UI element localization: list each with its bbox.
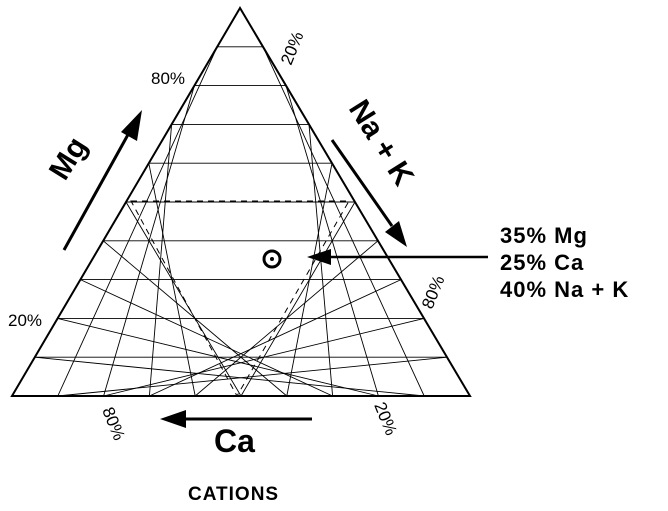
composition-mg: 35% Mg <box>500 223 588 248</box>
na-k-axis-label: Na + K <box>342 94 420 192</box>
sample-pointer-arrow <box>307 249 488 265</box>
triangle-outline <box>10 6 472 397</box>
triangle-grid <box>34 46 448 397</box>
circle-dot-icon <box>262 249 282 269</box>
mg-tick-20: 20% <box>8 311 42 330</box>
mg-axis-label: Mg <box>43 131 94 185</box>
ca-direction-arrow <box>160 410 312 428</box>
grid-line-rising <box>80 279 333 397</box>
na-k-direction-arrow <box>330 139 407 247</box>
ca-tick-80: 80% <box>98 404 128 443</box>
na-k-tick-20: 20% <box>277 29 307 68</box>
mg-direction-arrow <box>62 110 142 251</box>
grid-line-falling <box>57 356 448 397</box>
ca-axis-label: Ca <box>214 423 255 459</box>
composition-na-k: 40% Na + K <box>500 277 629 302</box>
composition-ca: 25% Ca <box>500 250 584 275</box>
diagram-title: CATIONS <box>188 484 279 505</box>
na-k-tick-80: 80% <box>418 273 448 312</box>
grid-line-rising <box>34 356 425 397</box>
grid-line-falling <box>149 279 402 397</box>
dashed-region <box>130 200 350 398</box>
grid-line-rising <box>125 201 242 397</box>
ca-tick-20: 20% <box>370 399 400 438</box>
mg-tick-80: 80% <box>151 69 185 88</box>
grid-line-falling <box>240 201 356 397</box>
